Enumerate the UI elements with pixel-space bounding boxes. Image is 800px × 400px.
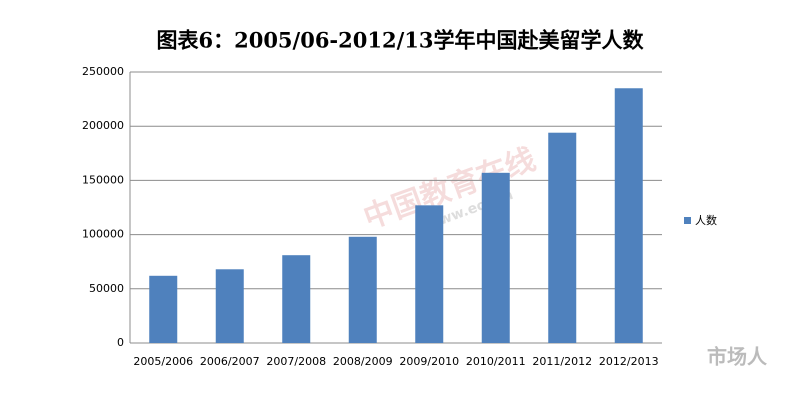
x-tick-label: 2012/2013 <box>599 355 659 368</box>
x-tick-label: 2005/2006 <box>133 355 193 368</box>
bar <box>614 88 643 343</box>
bar <box>415 205 444 343</box>
watermark: 市场人 <box>707 345 768 369</box>
bar <box>548 132 577 343</box>
x-tick-label: 2009/2010 <box>399 355 459 368</box>
bar <box>481 172 510 343</box>
x-tick-label: 2008/2009 <box>333 355 393 368</box>
bar <box>215 269 244 343</box>
y-tick-label: 250000 <box>82 65 124 78</box>
y-tick-label: 200000 <box>82 119 124 132</box>
legend-label: 人数 <box>695 214 717 227</box>
x-tick-label: 2006/2007 <box>200 355 260 368</box>
legend-swatch <box>684 217 691 224</box>
x-tick-label: 2011/2012 <box>532 355 592 368</box>
bar <box>149 275 178 343</box>
y-tick-label: 100000 <box>82 228 124 241</box>
y-tick-label: 0 <box>117 336 124 349</box>
bar <box>348 236 377 343</box>
y-tick-label: 150000 <box>82 173 124 186</box>
x-tick-label: 2007/2008 <box>266 355 326 368</box>
x-tick-label: 2010/2011 <box>466 355 526 368</box>
chart-title: 图表6：2005/06-2012/13学年中国赴美留学人数 <box>156 28 644 53</box>
y-tick-label: 50000 <box>89 282 124 295</box>
bar <box>282 255 311 343</box>
